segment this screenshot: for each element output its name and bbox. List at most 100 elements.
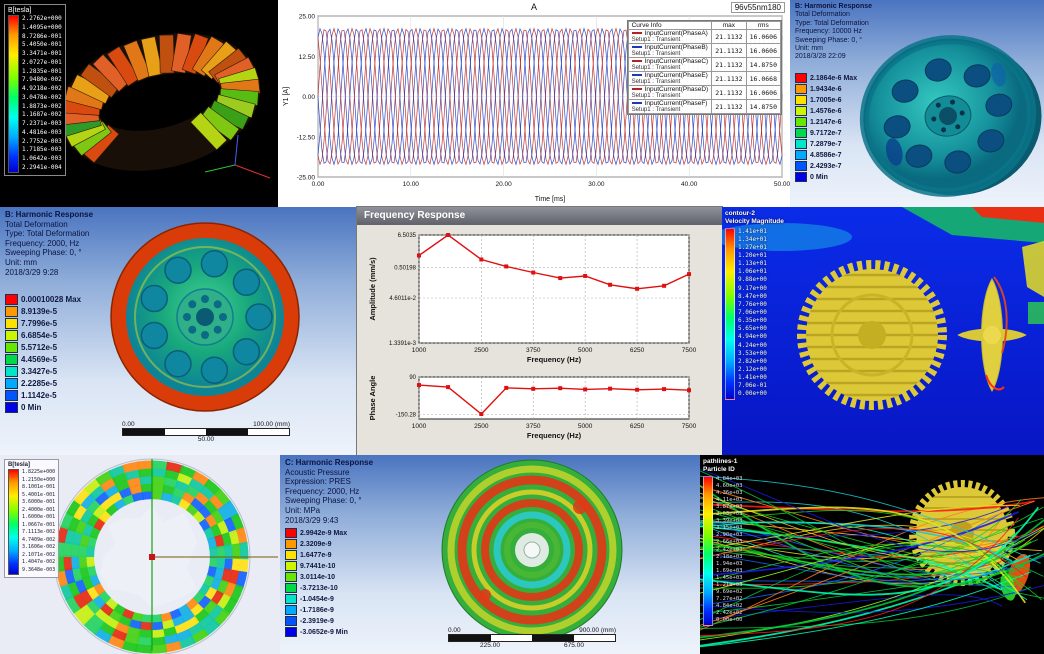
window-title-bar[interactable]: Frequency Response	[357, 207, 722, 225]
legend-entry: 9.7172e-7	[795, 128, 857, 138]
field-segment	[131, 491, 145, 502]
axis-label: 0.00	[302, 94, 315, 101]
curve-name-cell: InputCurrent(PhaseD) Setup1 : Transient	[627, 85, 713, 100]
curve-color-swatch	[631, 46, 642, 49]
scale-value: 2.2762e+000	[22, 15, 62, 22]
color-scale-bar	[8, 469, 19, 575]
legend-color-chip	[795, 128, 807, 138]
field-segment	[221, 531, 233, 548]
field-segment	[86, 535, 98, 549]
field-segment	[136, 636, 153, 646]
axis-label: 10.00	[403, 181, 420, 188]
legend-entry: -2.3919e-9	[285, 616, 348, 626]
curve-name: InputCurrent(PhaseF)	[644, 100, 708, 107]
legend-value-label: 1.4576e-6	[810, 107, 842, 115]
color-scale-bar	[8, 15, 19, 173]
axis-z	[234, 134, 239, 166]
legend-entry: 2.1864e-6 Max	[795, 73, 857, 83]
scale-value: 3.3471e-001	[22, 50, 62, 57]
curve-color-swatch	[631, 102, 642, 105]
scale-value: 2.18e+03	[716, 553, 743, 560]
curve-setup: Setup1 : Transient	[631, 107, 681, 113]
legend-value-label: 1.6477e-9	[300, 551, 332, 559]
legend-color-chip	[285, 583, 297, 593]
field-segment	[203, 527, 216, 541]
legend-body: 1.41e+01 1.34e+01 1.27e+01 1.20e+01 1.13e+01…	[725, 227, 784, 400]
legend-value-label: 0 Min	[810, 173, 828, 181]
panel-magnetic-torus-field: B[tesla] 2.2762e+000 1.4095e+000 8.7286e-0…	[0, 0, 278, 207]
data-marker	[504, 385, 509, 390]
ruler-bar	[122, 428, 290, 436]
field-segment	[168, 608, 182, 621]
data-marker	[635, 286, 640, 291]
legend-entry: -3.0652e-9 Min	[285, 627, 348, 637]
legend-value-label: 4.4569e-5	[21, 355, 58, 364]
field-segment	[210, 523, 223, 539]
data-marker	[635, 387, 640, 392]
field-segment	[64, 527, 76, 545]
legend-title: pathlines-1 Particle ID	[703, 458, 743, 474]
legend-color-chip	[285, 627, 297, 637]
streamline	[700, 504, 1006, 587]
text-line: Frequency: 2000, Hz	[285, 486, 360, 496]
legend-value-label: 7.7996e-5	[21, 319, 58, 328]
scale-values: 4.84e+03 4.60e+03 4.36e+03 4.11e+03 3.87e+03…	[716, 476, 743, 624]
legend-entry: 9.7441e-10	[285, 561, 348, 571]
legend-color-chip	[795, 161, 807, 171]
scale-ruler: 0.00 100.00 (mm) 50.00	[122, 421, 290, 443]
streamline	[700, 512, 1003, 606]
streamline	[700, 502, 1004, 560]
axis-label: 6250	[630, 423, 645, 430]
curve-stat-value: 21.1132	[711, 99, 747, 114]
legend-color-chip	[795, 95, 807, 105]
axis-label: 2500	[474, 347, 489, 354]
scale-value: 1.41e+01	[738, 227, 767, 235]
scale-value: 9.17e+00	[738, 284, 767, 292]
field-segment	[92, 581, 106, 596]
field-segment	[151, 460, 170, 471]
scale-value: 5.4050e-001	[22, 41, 62, 49]
legend-entry: 7.2879e-7	[795, 139, 857, 149]
field-segment	[55, 554, 65, 573]
field-segment	[224, 544, 234, 559]
scale-value: 8.7286e-001	[22, 32, 62, 40]
scale-ruler: 0.00 900.00 (mm) 225.00 675.00	[448, 627, 616, 649]
contour-legend: 0.00010028 Max 8.9139e-5 7.7996e-5 6.6854e-…	[5, 293, 81, 414]
axis-label: Y1 [A]	[283, 87, 290, 106]
legend-color-chip	[795, 84, 807, 94]
curve-info-row: InputCurrent(PhaseD) Setup1 : Transient 21…	[627, 85, 782, 100]
origin-marker	[149, 554, 155, 560]
axis-label: 90	[409, 375, 416, 381]
curve-info-col-header: max	[711, 21, 747, 30]
legend-value-label: -3.7213e-10	[300, 584, 338, 592]
curve-info-row: InputCurrent(PhaseF) Setup1 : Transient 21…	[627, 99, 782, 114]
panel-cfd-velocity-contour: contour-2 Velocity Magnitude 1.41e+01 1.34…	[722, 207, 1044, 455]
streamline	[700, 518, 1044, 639]
field-segment	[151, 475, 167, 486]
axis-label: 7500	[682, 423, 697, 430]
color-scale-bar	[725, 227, 735, 400]
scale-value: 9.88e+00	[738, 276, 767, 284]
curve-info-header: Curve Info	[627, 21, 713, 30]
scale-value: 8.47e+00	[738, 292, 767, 300]
axis-label: Frequency (Hz)	[527, 431, 582, 440]
field-segment	[140, 613, 153, 624]
axis-label: -12.50	[297, 134, 316, 141]
text-line: B: Harmonic Response	[5, 210, 94, 219]
data-marker	[583, 387, 588, 392]
scale-value: 1.94e+03	[716, 560, 743, 567]
field-segment	[235, 570, 248, 589]
legend-value-label: 2.4293e-7	[810, 162, 842, 170]
curve-info-header-row: Curve Info max rms	[627, 21, 782, 30]
scale-value: 4.7409e-002	[22, 536, 56, 543]
legend-body: 4.84e+03 4.60e+03 4.36e+03 4.11e+03 3.87e+03…	[703, 475, 743, 626]
data-marker	[662, 283, 667, 288]
field-segment	[235, 527, 248, 546]
legend-title: contour-2 Velocity Magnitude	[725, 210, 784, 226]
legend-color-chip	[795, 117, 807, 127]
legend-color-chip	[795, 172, 807, 182]
curve-info-table: Curve Info max rms InputCurrent(PhaseA) Setu…	[627, 21, 782, 114]
axis-label: 40.00	[681, 181, 698, 188]
legend-value-label: 7.2879e-7	[810, 140, 842, 148]
streamline	[700, 531, 1017, 578]
